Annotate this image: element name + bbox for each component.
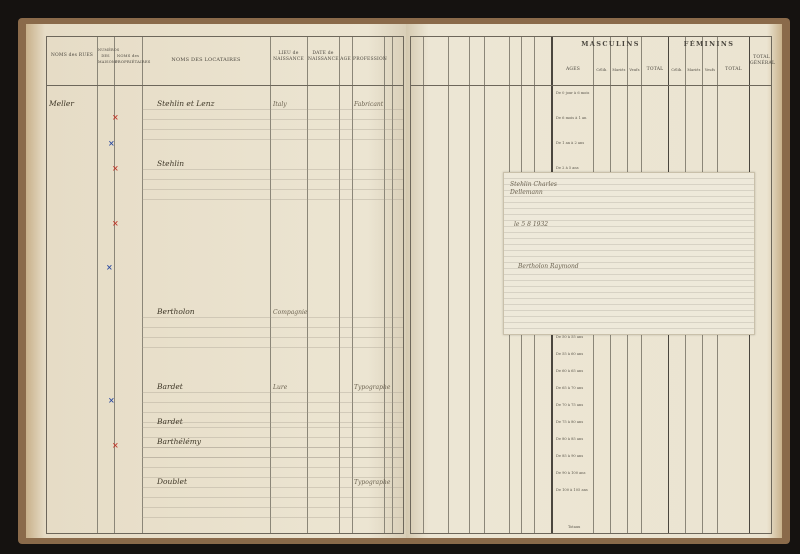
- age-range-label: De 70 à 75 ans: [556, 403, 584, 407]
- age-range-label: De 90 à 100 ans: [556, 471, 586, 475]
- cross-mark: ×: [108, 138, 115, 148]
- birthplace: Lure: [273, 384, 288, 391]
- tenant-name: Barthélémy: [157, 437, 202, 446]
- header-streets: NOMS des RUES: [50, 53, 94, 58]
- cross-mark: ×: [112, 440, 119, 450]
- age-range-label: De 100 à 105 ans: [556, 488, 588, 492]
- cross-mark: ×: [108, 395, 115, 405]
- tenant-name: Bardet: [157, 417, 183, 426]
- header-profession: PROFESSION: [353, 57, 388, 62]
- tenant-name: Bardet: [157, 382, 183, 391]
- age-range-label: De 75 à 80 ans: [556, 420, 584, 424]
- tenant-name: Bertholon: [157, 307, 195, 316]
- header-total-f: TOTAL: [725, 67, 742, 72]
- cross-mark: ×: [112, 163, 119, 173]
- header-total-m: TOTAL: [646, 67, 664, 72]
- header-tenants: NOMS DES LOCATAIRES: [171, 57, 241, 63]
- age-range-label: De 0 jour à 6 mois: [556, 91, 590, 95]
- age-range-label: De 80 à 85 ans: [556, 437, 584, 441]
- header-owners: NOMS des PROPRIÉTAIRES: [115, 53, 151, 64]
- birthplace: Italy: [273, 101, 287, 108]
- tenant-name: Stehlin et Lenz: [157, 99, 215, 108]
- age-range-label: De 50 à 55 ans: [556, 335, 584, 339]
- header-veufs-f: Veufs: [704, 68, 716, 72]
- header-house-numbers: NUMÉROS DES MAISONS: [98, 48, 120, 64]
- header-birthdate: DATE de NAISSANCE: [308, 51, 339, 62]
- age-range-label: De 2 à 5 ans: [556, 166, 579, 170]
- header-celibataires-m: Célib.: [596, 68, 608, 72]
- slip-line: Stehlin Charles: [510, 181, 557, 188]
- header-total-general: TOTAL GÉNÉRAL: [750, 55, 776, 66]
- header-ages: AGES: [565, 67, 580, 72]
- age-range-label: De 60 à 65 ans: [556, 369, 584, 373]
- slip-line: Bertholon Raymond: [518, 263, 579, 270]
- age-range-label: De 65 à 70 ans: [556, 386, 584, 390]
- age-range-label: De 55 à 60 ans: [556, 352, 584, 356]
- totals-label: Totaux: [568, 525, 581, 529]
- cross-mark: ×: [106, 262, 113, 272]
- header-birthplace: LIEU de NAISSANCE: [273, 51, 304, 62]
- header-feminins: FÉMININS: [683, 40, 735, 48]
- left-page: NOMS des RUES NUMÉROS DES MAISONS NOMS d…: [26, 24, 406, 538]
- profession: Typographe: [354, 384, 391, 391]
- profession: Typographe: [354, 479, 391, 486]
- left-table: NOMS des RUES NUMÉROS DES MAISONS NOMS d…: [46, 36, 404, 534]
- cross-mark: ×: [112, 112, 119, 122]
- header-age: AGE: [340, 57, 351, 62]
- header-celibataires-f: Célib.: [671, 68, 683, 72]
- tenant-name: Stehlin: [157, 159, 185, 168]
- street-name: Meller: [49, 99, 74, 108]
- header-masculins: MASCULINS: [581, 40, 640, 48]
- pasted-slip: Stehlin Charles Dellemann le 5 8 1932 Be…: [503, 172, 755, 335]
- tenant-name: Doublet: [157, 477, 188, 486]
- slip-line: le 5 8 1932: [514, 221, 549, 228]
- header-veufs-m: Veufs: [629, 68, 640, 72]
- cross-mark: ×: [112, 218, 119, 228]
- slip-line: Dellemann: [510, 189, 543, 196]
- profession: Fabricant: [354, 101, 384, 108]
- age-range-label: De 1 an à 2 ans: [556, 141, 585, 145]
- age-range-label: De 85 à 90 ans: [556, 454, 584, 458]
- birthplace: Compagnie: [273, 309, 308, 316]
- age-range-label: De 6 mois à 1 an: [556, 116, 587, 120]
- header-maries-f: Mariés: [687, 68, 701, 72]
- header-maries-m: Mariés: [612, 68, 626, 72]
